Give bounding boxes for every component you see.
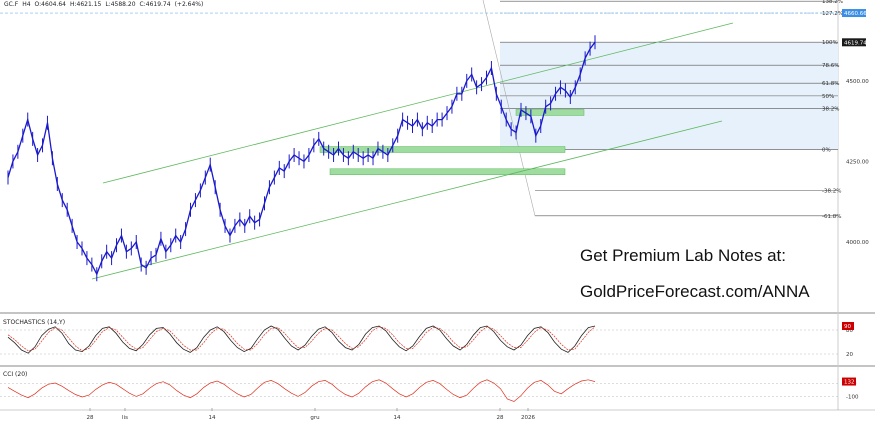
price-tick-label: 4500.00 xyxy=(846,79,869,85)
level-price-label: 4660.66 xyxy=(844,11,867,17)
fib-level-label: 50% xyxy=(822,94,834,100)
promo-line-1: Get Premium Lab Notes at: xyxy=(580,246,786,265)
fib-level-label: 0% xyxy=(822,148,831,154)
cci-title: CCI (20) xyxy=(3,371,28,378)
cci-line xyxy=(7,379,596,402)
price-line xyxy=(7,41,596,276)
level-price-badge xyxy=(842,9,866,18)
price-tick-label: 4000.00 xyxy=(846,240,869,246)
time-tick-label: 14 xyxy=(394,415,401,421)
cci-value-label: 132 xyxy=(844,380,855,386)
fib-level-label: -38.2% xyxy=(822,189,841,195)
stoch-d-line xyxy=(7,326,596,352)
symbol-label: GC.F xyxy=(4,1,19,8)
time-tick-label: 14 xyxy=(209,415,216,421)
support-zone xyxy=(329,168,566,176)
time-tick-label: 2026 xyxy=(521,415,535,421)
price-tick-label: 4250.00 xyxy=(846,159,869,165)
last-price-badge xyxy=(842,38,866,47)
cci-tick-label: -100 xyxy=(846,394,859,400)
promo-link[interactable]: GoldPriceForecast.com/ANNA xyxy=(580,282,810,301)
stochastics-title: STOCHASTICS (14,Y) xyxy=(3,319,66,326)
fib-guide-line xyxy=(482,0,536,216)
last-price-label: 4619.74 xyxy=(844,40,867,46)
close-value: C:4619.74 xyxy=(139,1,171,8)
fib-level-label: 61.8% xyxy=(822,81,839,87)
time-tick-label: gru xyxy=(310,415,319,421)
channel-lower-line xyxy=(91,120,723,280)
fib-level-label: 138.2% xyxy=(822,0,843,5)
support-zone xyxy=(515,109,585,116)
fib-level-label: -61.8% xyxy=(822,214,841,220)
fib-level-label: 38.2% xyxy=(822,107,839,113)
channel-upper-line xyxy=(102,22,734,184)
stoch-value-label: 90 xyxy=(844,324,851,330)
fib-level-label: 127.2% xyxy=(822,11,843,17)
stoch-tick-label: 20 xyxy=(846,352,853,358)
stoch-tick-label: 80 xyxy=(846,328,853,334)
time-tick-label: 28 xyxy=(87,415,94,421)
fib-level-label: 100% xyxy=(822,40,838,46)
time-tick-label: 28 xyxy=(497,415,504,421)
low-value: L:4588.20 xyxy=(105,1,136,8)
time-axis: 28 lis 14 gru 14 28 2026 xyxy=(0,408,875,421)
cci-panel: -100100132 xyxy=(0,377,859,402)
support-zone xyxy=(319,146,566,153)
cci-value-badge xyxy=(842,377,856,386)
fib-level-label: 78.6% xyxy=(822,63,839,69)
time-tick-label: lis xyxy=(122,415,128,421)
timeframe-label: H4 xyxy=(22,1,31,8)
change-value: (+2.64%) xyxy=(174,1,204,8)
high-value: H:4621.15 xyxy=(70,1,102,8)
ohlc-header: GC.F H4 O:4604.64 H:4621.15 L:4588.20 C:4619.… xyxy=(4,1,207,8)
open-value: O:4604.64 xyxy=(34,1,66,8)
stoch-value-badge xyxy=(842,322,854,330)
price-panel: 138.2% 127.2% 100% 78.6% 61.8% 50% 38.2% 0% -38.… xyxy=(0,0,875,410)
